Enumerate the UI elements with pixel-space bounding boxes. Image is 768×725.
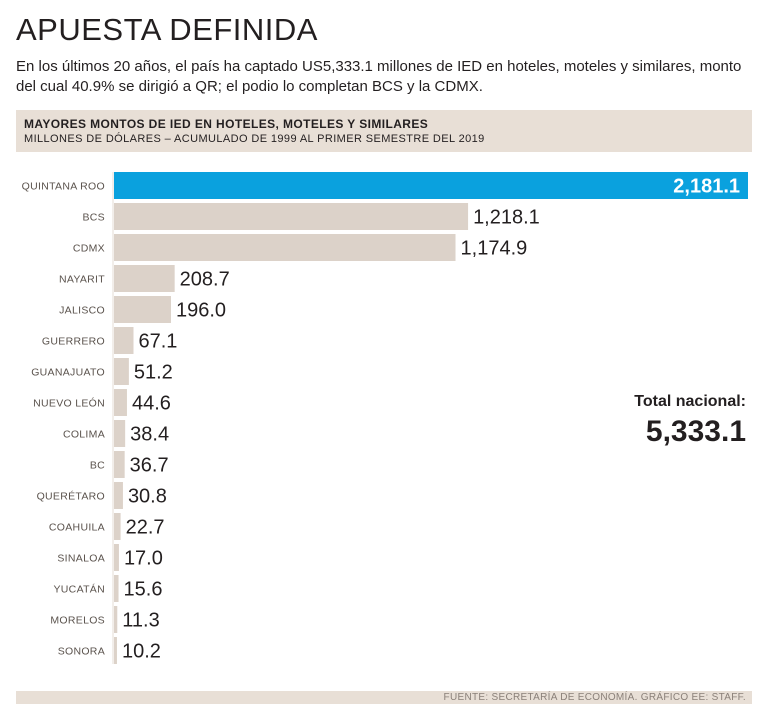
category-label: QUERÉTARO: [37, 490, 105, 503]
category-label: MORELOS: [50, 615, 105, 627]
page-title: APUESTA DEFINIDA: [16, 12, 318, 47]
value-label: 44.6: [132, 393, 171, 415]
value-label: 15.6: [124, 579, 163, 601]
bar: [114, 358, 129, 385]
value-label: 208.7: [180, 269, 230, 291]
value-label: 11.3: [122, 610, 159, 632]
chart-header-band: MAYORES MONTOS DE IED EN HOTELES, MOTELE…: [16, 110, 752, 152]
value-label: 196.0: [176, 300, 226, 322]
bar: [114, 513, 121, 540]
value-label: 1,218.1: [473, 207, 540, 229]
source-note: FUENTE: SECRETARÍA DE ECONOMÍA. GRÁFICO …: [443, 692, 746, 703]
category-label: NUEVO LEÓN: [33, 397, 105, 410]
bar: [114, 172, 748, 199]
bar-chart: QUINTANA ROO 2,181.1 BCS 1,218.1 CDMX 1,174.9…: [22, 172, 748, 664]
category-label: GUANAJUATO: [31, 367, 105, 379]
category-label: GUERRERO: [42, 336, 105, 348]
total-label: Total nacional:: [634, 393, 746, 410]
value-label: 17.0: [124, 548, 163, 570]
value-label: 2,181.1: [673, 176, 740, 198]
bar: [114, 265, 175, 292]
bar: [114, 606, 118, 633]
bar: [114, 637, 117, 664]
category-label: BC: [90, 460, 105, 472]
total-value: 5,333.1: [645, 415, 746, 448]
category-label: QUINTANA ROO: [22, 181, 105, 193]
category-label: COAHUILA: [49, 522, 105, 534]
category-label: JALISCO: [59, 305, 105, 317]
bar: [114, 544, 119, 571]
page-subtitle: En los últimos 20 años, el país ha capta…: [16, 58, 742, 95]
category-label: NAYARIT: [59, 274, 105, 286]
value-label: 30.8: [128, 486, 167, 508]
value-label: 67.1: [139, 331, 178, 353]
category-label: SONORA: [58, 646, 105, 658]
bar: [114, 420, 126, 447]
category-label: SINALOA: [57, 553, 105, 565]
category-label: BCS: [83, 212, 106, 224]
bar: [114, 203, 469, 230]
bar: [114, 389, 127, 416]
bar: [114, 327, 134, 354]
value-label: 22.7: [126, 517, 165, 539]
bar: [114, 234, 456, 261]
value-label: 38.4: [130, 424, 169, 446]
value-label: 51.2: [134, 362, 173, 384]
category-label: CDMX: [73, 243, 105, 255]
bar: [114, 451, 125, 478]
category-label: YUCATÁN: [54, 583, 106, 596]
bar: [114, 482, 123, 509]
value-label: 36.7: [130, 455, 169, 477]
category-label: COLIMA: [63, 429, 105, 441]
chart-title: MAYORES MONTOS DE IED EN HOTELES, MOTELE…: [24, 117, 429, 131]
value-label: 10.2: [122, 641, 161, 663]
bar: [114, 296, 171, 323]
value-label: 1,174.9: [461, 238, 528, 260]
bar: [114, 575, 119, 602]
footer-band: FUENTE: SECRETARÍA DE ECONOMÍA. GRÁFICO …: [16, 691, 752, 704]
chart-subtitle: MILLONES DE DÓLARES – ACUMULADO DE 1999 …: [24, 133, 485, 145]
